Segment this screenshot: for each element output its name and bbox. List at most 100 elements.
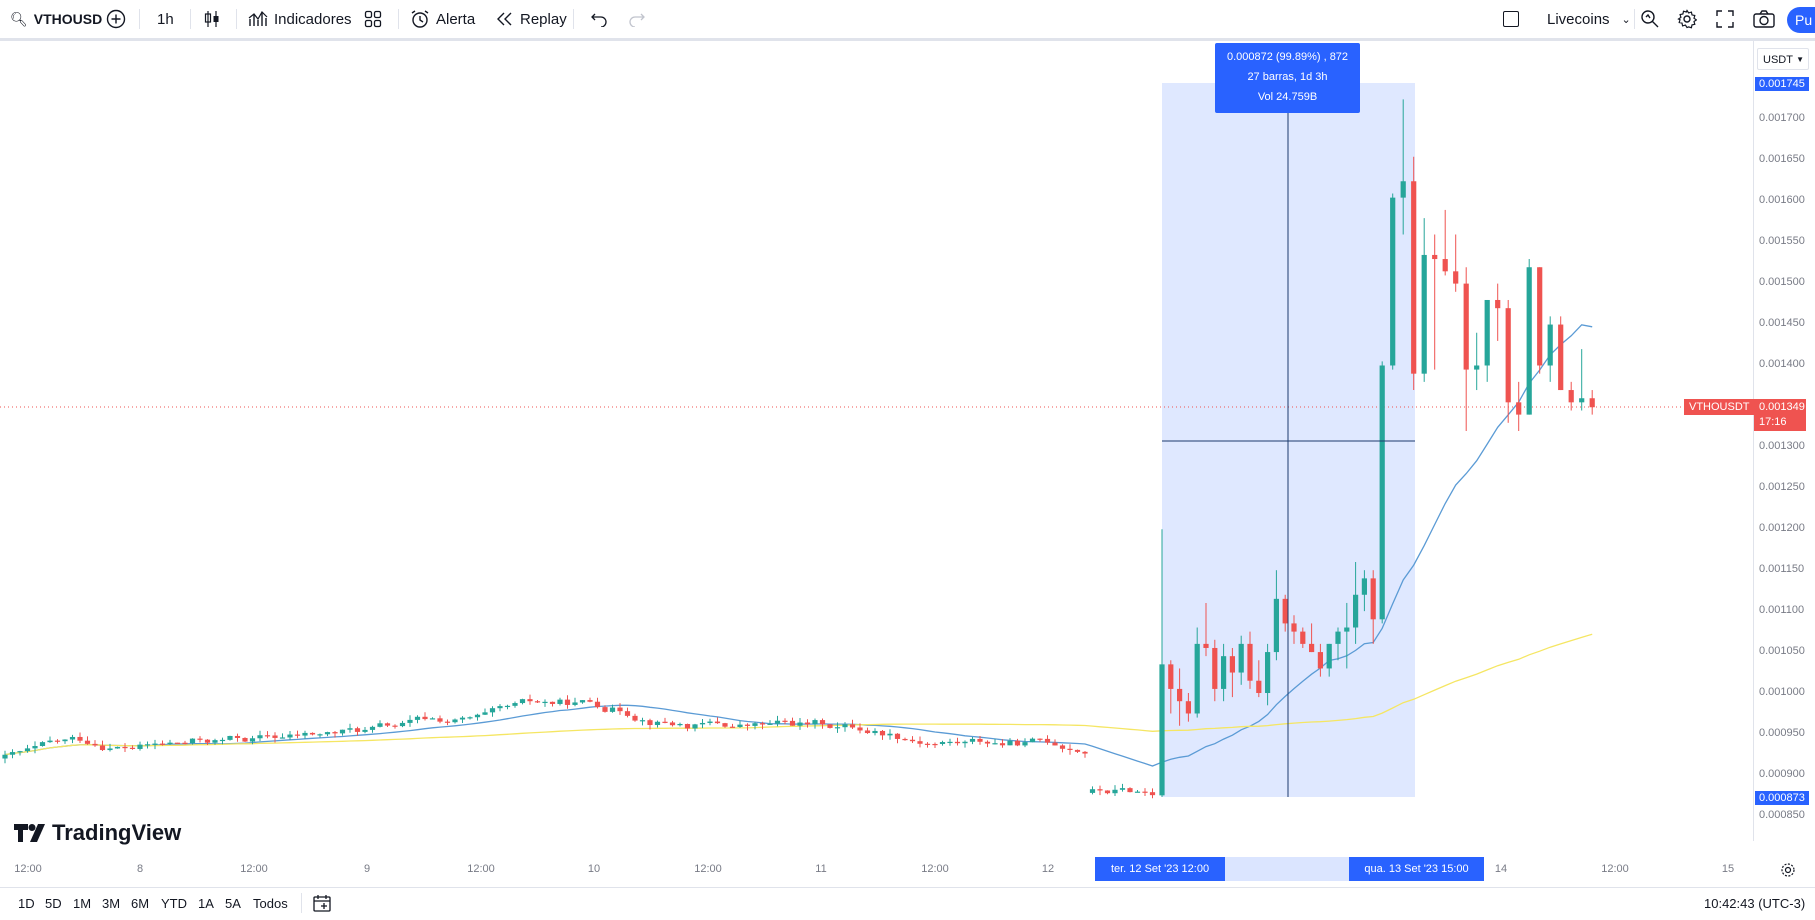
divider: [398, 9, 399, 29]
candle: [144, 741, 151, 749]
candle: [1442, 209, 1448, 276]
price-tick-label: 0.001400: [1759, 358, 1805, 370]
candle: [279, 733, 286, 739]
time-tick-label: 15: [1721, 863, 1735, 875]
candle: [782, 718, 788, 725]
range-button-1d[interactable]: 1D: [18, 896, 35, 911]
alert-button[interactable]: Alerta: [410, 0, 475, 38]
candle: [219, 737, 226, 745]
candle: [347, 723, 353, 733]
candle: [54, 739, 61, 744]
candle: [834, 722, 841, 733]
chevron-down-icon: ⌄: [1621, 13, 1631, 26]
candle: [1309, 623, 1315, 653]
candle: [1344, 602, 1350, 669]
time-tick-label: 12:00: [240, 863, 268, 875]
publish-button[interactable]: Pu: [1787, 7, 1815, 33]
candle: [159, 740, 166, 746]
price-axis[interactable]: [1753, 41, 1815, 841]
range-button-todos[interactable]: Todos: [253, 896, 288, 911]
range-button-6m[interactable]: 6M: [131, 896, 150, 911]
candle: [1238, 635, 1244, 685]
time-tick-label: 10: [587, 863, 601, 875]
candle: [729, 723, 736, 728]
candle: [557, 697, 563, 706]
candle: [1221, 643, 1227, 702]
candle: [1558, 316, 1564, 391]
candle: [812, 718, 818, 729]
candle: [249, 735, 256, 745]
camera-icon: [1753, 10, 1775, 28]
tradingview-logo-icon: [14, 824, 45, 842]
candle: [857, 723, 863, 734]
candle: [99, 740, 106, 751]
price-chart[interactable]: [0, 41, 1815, 883]
symbol-search[interactable]: 🔍︎ VTHOUSD: [10, 0, 102, 38]
price-tick-label: 0.001000: [1759, 686, 1805, 698]
candle: [609, 704, 616, 713]
candle: [1159, 529, 1165, 797]
redo-button[interactable]: [628, 0, 646, 38]
candle: [864, 727, 871, 734]
chart-type-button[interactable]: [203, 0, 221, 38]
range-button-5d[interactable]: 5D: [45, 896, 62, 911]
price-tick-label: 0.001650: [1759, 153, 1805, 165]
range-button-3m[interactable]: 3M: [102, 896, 121, 911]
redo-icon: [629, 13, 645, 27]
candle: [362, 726, 368, 734]
candle: [737, 720, 743, 728]
candle: [1453, 234, 1459, 292]
candle: [1059, 744, 1066, 753]
range-button-5a[interactable]: 5A: [225, 896, 241, 911]
candle: [1104, 790, 1111, 795]
indicators-button[interactable]: Indicadores: [248, 0, 352, 38]
add-symbol-button[interactable]: [106, 0, 126, 38]
candle: [189, 738, 196, 745]
snapshot-button[interactable]: [1753, 0, 1775, 38]
candle: [339, 729, 346, 736]
measure-change: 0.000872 (99.89%) , 872: [1226, 51, 1349, 63]
undo-button[interactable]: [590, 0, 608, 38]
layout-select[interactable]: Livecoins ⌄: [1503, 0, 1631, 38]
candle: [1516, 381, 1522, 431]
range-button-1m[interactable]: 1M: [73, 896, 92, 911]
candle: [482, 708, 488, 716]
fullscreen-button[interactable]: [1716, 0, 1734, 38]
time-tick-label: 12: [1041, 863, 1055, 875]
candle: [47, 736, 53, 743]
measure-bars: 27 barras, 1d 3h: [1247, 71, 1328, 83]
range-button-ytd[interactable]: YTD: [161, 896, 187, 911]
candle: [1119, 783, 1126, 792]
candle: [1390, 193, 1396, 370]
candle: [1411, 156, 1417, 391]
price-tick-label: 0.000873: [1755, 791, 1809, 805]
replay-button[interactable]: Replay: [496, 0, 567, 38]
candle: [422, 712, 428, 721]
candle: [632, 713, 638, 722]
interval-button[interactable]: 1h: [157, 0, 174, 38]
range-button-1a[interactable]: 1A: [198, 896, 214, 911]
candle: [1247, 631, 1253, 689]
candle: [1168, 660, 1174, 714]
goto-date-icon[interactable]: [312, 893, 332, 913]
candle: [1547, 316, 1553, 382]
search-icon: 🔍︎: [10, 10, 28, 27]
time-tick-label: 12:00: [1601, 863, 1629, 875]
undo-icon: [591, 13, 607, 27]
candle: [1149, 788, 1156, 799]
quick-search-button[interactable]: [1640, 0, 1660, 38]
candle: [1537, 267, 1543, 374]
candle: [324, 731, 331, 737]
candle: [354, 726, 361, 736]
candle: [467, 716, 473, 720]
candle: [887, 729, 893, 740]
last-price-badge: 0.001349 17:16: [1754, 399, 1806, 431]
templates-button[interactable]: [364, 0, 382, 38]
candle: [122, 743, 128, 753]
currency-select[interactable]: USDT ▼: [1757, 48, 1809, 70]
clock[interactable]: 10:42:43 (UTC-3): [1704, 896, 1806, 911]
settings-button[interactable]: [1677, 0, 1697, 38]
candle: [1007, 738, 1013, 746]
axis-settings-icon[interactable]: [1780, 862, 1796, 878]
candle: [2, 750, 8, 764]
